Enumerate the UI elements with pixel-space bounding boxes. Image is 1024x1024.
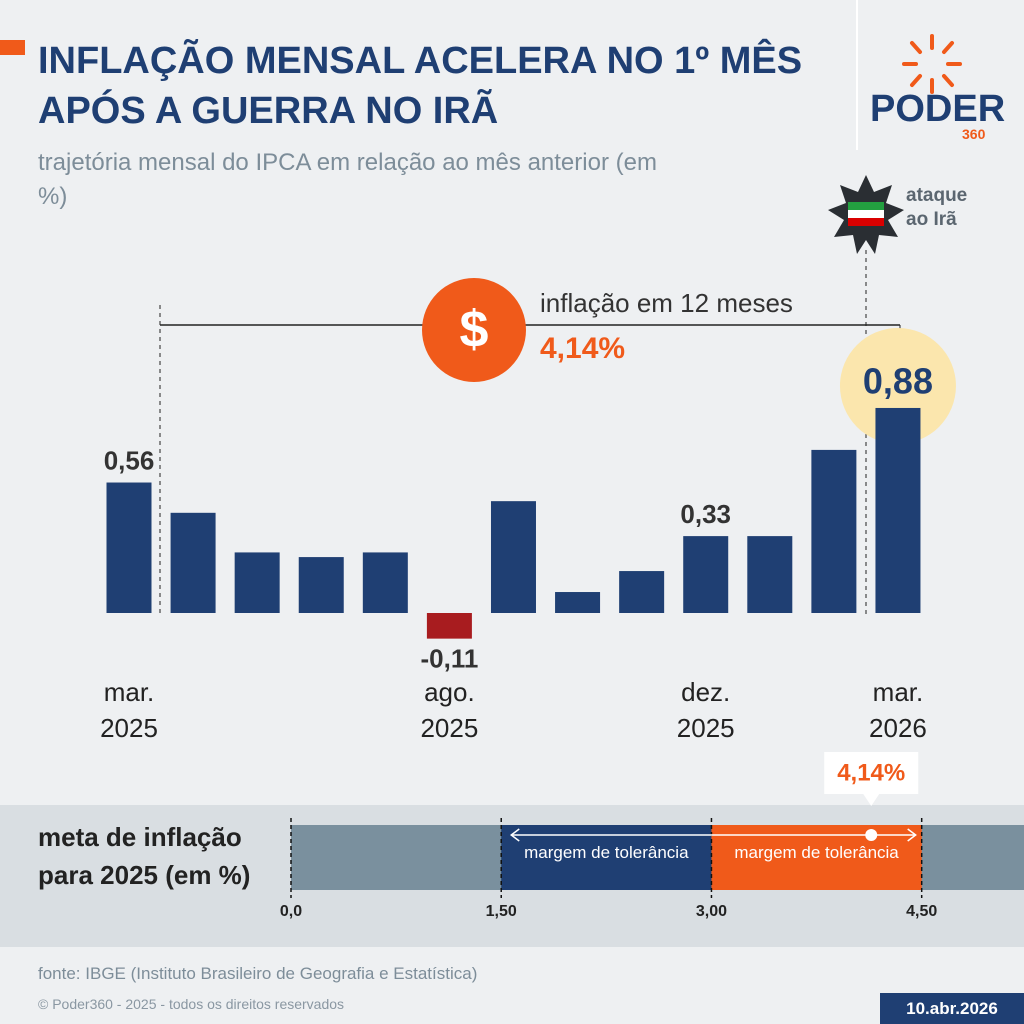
x-tick-label: ago. 2025: [420, 677, 479, 743]
marker-label: 4,14%: [837, 759, 905, 786]
band-label: margem de tolerância: [524, 843, 689, 862]
x-tick-label: 0,0: [280, 903, 302, 920]
bar: [875, 407, 921, 613]
marker-pointer: [863, 794, 880, 806]
value-label: -0,11: [420, 644, 478, 674]
currency-symbol: $: [460, 301, 489, 359]
subtitle: trajetória mensal do IPCA em relação ao …: [38, 149, 657, 210]
annotation: inflação em 12 meses: [540, 288, 793, 318]
bar: [747, 536, 793, 613]
value-label: 0,56: [104, 445, 155, 475]
bar: [811, 449, 857, 613]
value-label: 0,33: [680, 499, 731, 529]
annotation-value: 4,14%: [540, 332, 625, 365]
x-tick-label: 4,50: [906, 903, 937, 920]
bar: [490, 501, 536, 613]
tolerance-band: [711, 825, 922, 890]
x-tick-label: dez. 2025: [676, 677, 735, 743]
accent: [0, 40, 25, 55]
band-label: margem de tolerância: [734, 843, 899, 862]
logo-suffix: 360: [962, 126, 986, 142]
bar: [555, 592, 601, 613]
logo: PODER: [870, 88, 1006, 130]
currency-icon: [422, 278, 526, 382]
flag: [848, 210, 884, 218]
bar: [426, 613, 472, 639]
date: 10.abr.2026: [906, 999, 998, 1018]
attack-label: ataque ao Irã: [906, 185, 968, 230]
x-tick-label: mar. 2025: [100, 677, 158, 743]
tolerance-band: [501, 825, 712, 890]
bar: [683, 536, 729, 613]
marker-callout: [824, 752, 919, 794]
bar: [362, 552, 408, 613]
x-tick-label: mar. 2026: [869, 677, 927, 743]
target-title: meta de inflação para 2025 (em %): [38, 822, 251, 890]
copyright: © Poder360 - 2025 - todos os direitos re…: [38, 996, 345, 1012]
range-arrow: [509, 828, 917, 842]
flag: [848, 218, 884, 226]
highlight: [839, 327, 956, 444]
bar: [170, 512, 216, 613]
x-tick-label: 3,00: [696, 903, 727, 920]
logo-sun: [902, 34, 962, 94]
bar: [106, 482, 152, 613]
bar: [298, 557, 344, 613]
source: fonte: IBGE (Instituto Brasileiro de Geo…: [38, 964, 478, 983]
x-tick-label: 1,50: [486, 903, 517, 920]
marker: [865, 829, 878, 841]
bar: [619, 571, 665, 613]
title: INFLAÇÃO MENSAL ACELERA NO 1º MÊS APÓS A…: [38, 40, 803, 132]
date-box: [880, 993, 1024, 1024]
flag: [848, 202, 884, 210]
bar: [234, 552, 280, 613]
value-label: 0,88: [863, 360, 933, 401]
